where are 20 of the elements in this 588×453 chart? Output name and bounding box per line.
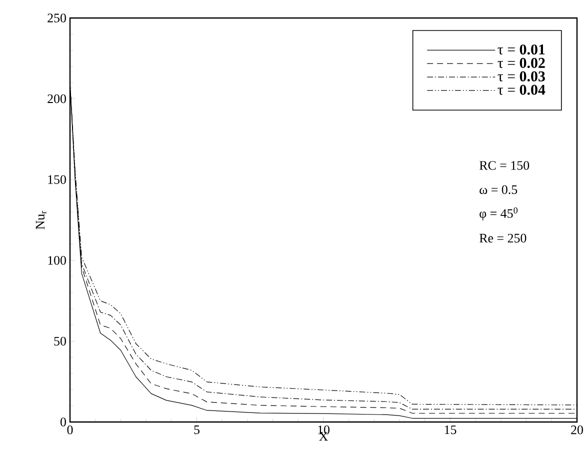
y-tick-label: 0 xyxy=(60,418,66,426)
x-tick-label: 15 xyxy=(444,426,456,434)
y-tick-label: 200 xyxy=(48,94,66,104)
x-tick-label: 20 xyxy=(571,426,583,434)
annotation: RC = 150 xyxy=(480,161,530,170)
annotation: Re = 250 xyxy=(480,234,526,243)
legend-label: τ = 0.01 xyxy=(498,44,545,55)
y-tick-label: 50 xyxy=(54,336,66,346)
legend-label: τ = 0.03 xyxy=(498,71,545,82)
y-axis-title: Nu$_{r}$ xyxy=(36,210,46,230)
x-tick-label: 10 xyxy=(318,426,330,434)
x-tick-label: 0 xyxy=(67,426,73,434)
y-tick-label: 250 xyxy=(48,14,66,22)
annotation: φ = 45$^{0}$ xyxy=(480,207,518,220)
annotation: ω = 0.5 xyxy=(480,185,518,194)
legend-label: τ = 0.02 xyxy=(498,58,545,68)
y-tick-label: 100 xyxy=(48,256,66,265)
x-tick-label: 5 xyxy=(194,426,200,434)
legend-label: τ = 0.04 xyxy=(498,84,546,95)
y-tick-label: 150 xyxy=(48,175,66,184)
